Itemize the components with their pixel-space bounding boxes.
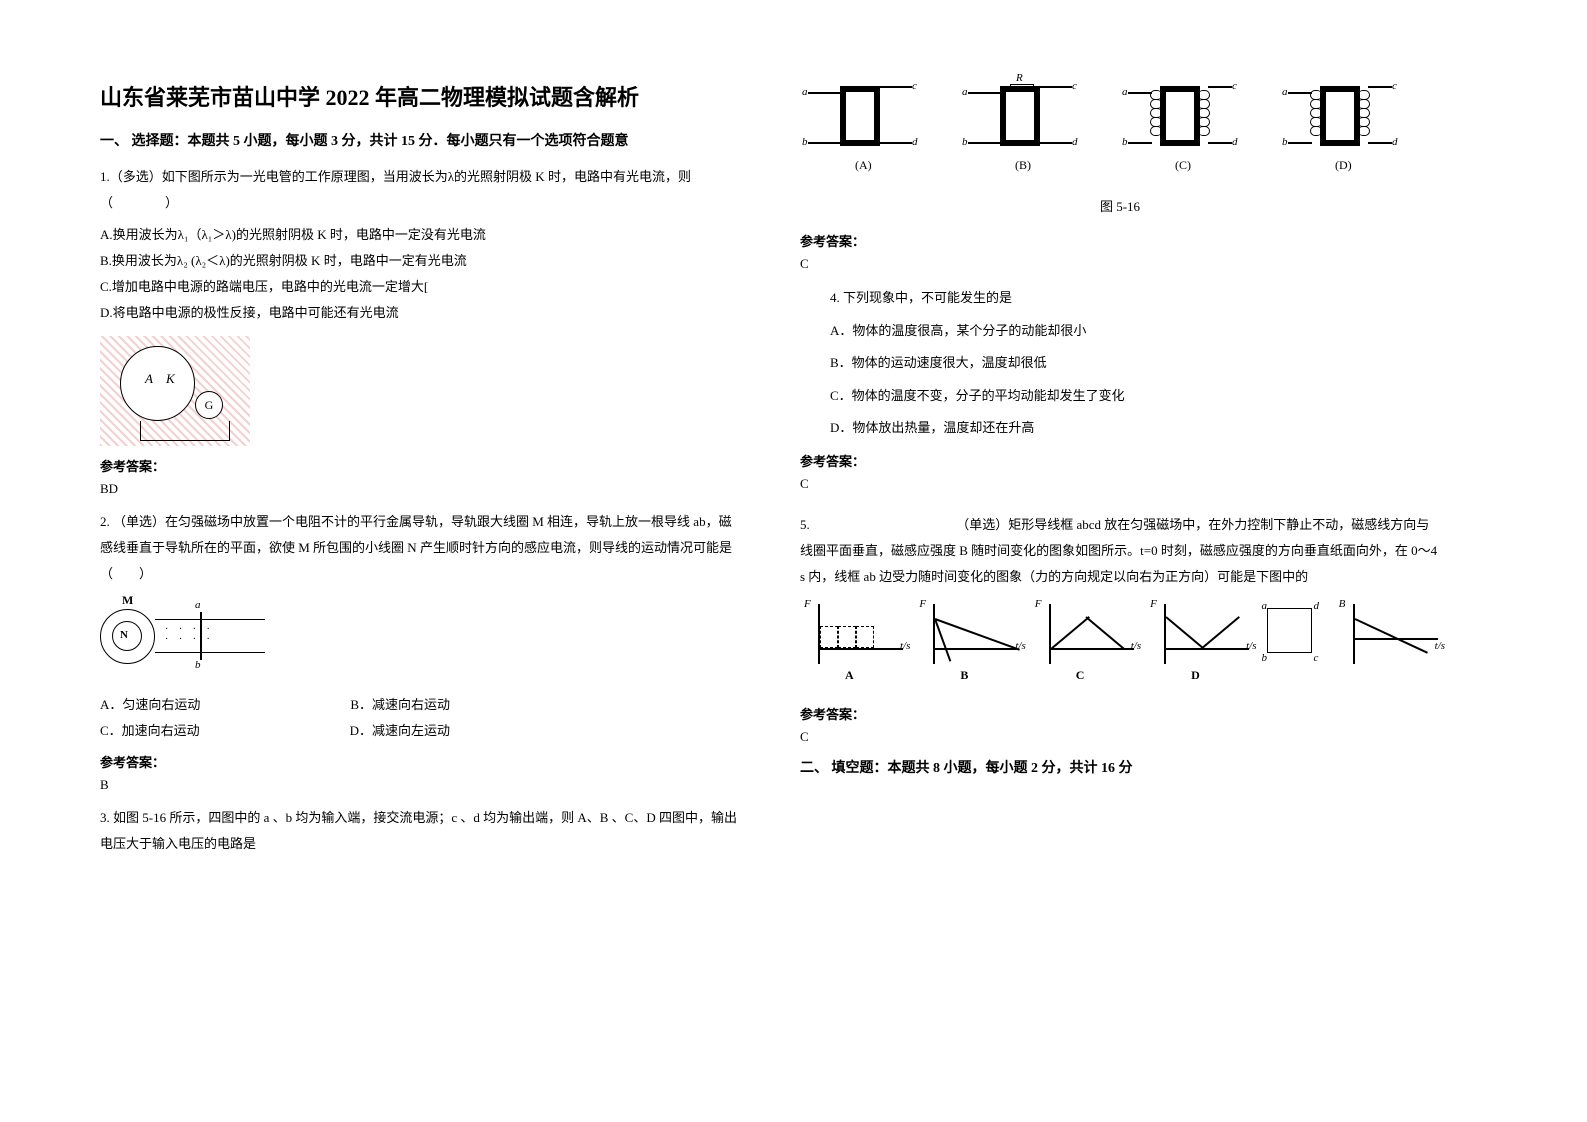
- chart-lbl-b: B: [960, 668, 968, 683]
- q3-node-d: d: [912, 136, 918, 148]
- q2-fig-b: b: [195, 659, 201, 671]
- q2-opt-c: C．加速向右运动: [100, 718, 200, 744]
- q5-num: 5.: [800, 517, 810, 532]
- chart-f-a: F: [804, 598, 811, 610]
- q3-lbl-b: (B): [1015, 158, 1031, 173]
- q3-caption: 图 5-16: [800, 196, 1440, 215]
- q4-opt-d: D．物体放出热量，温度却还在升高: [830, 414, 1440, 443]
- right-column: a b c d (A) a b c d R: [800, 80, 1440, 863]
- q2-fig-a: a: [195, 599, 201, 611]
- q3-ans-label: 参考答案：: [800, 231, 1440, 250]
- q3-node-c: c: [912, 80, 917, 92]
- q2-ans: B: [100, 777, 740, 793]
- q3-node-r: R: [1016, 72, 1023, 84]
- q3-node-a: a: [802, 86, 808, 98]
- q2-opt-d: D．减速向左运动: [350, 718, 450, 744]
- q1-fig-g: G: [195, 391, 223, 419]
- q5-loop-a: a: [1261, 600, 1267, 612]
- q3-lbl-d: (D): [1335, 158, 1352, 173]
- chart-t-a: t/s: [900, 640, 910, 652]
- q5-charts: F t/s A F t/s B F t/s: [800, 598, 1440, 688]
- q5-loop-b: b: [1261, 652, 1267, 664]
- section-1-header: 一、 选择题：本题共 5 小题，每小题 3 分，共计 15 分．每小题只有一个选…: [100, 130, 740, 150]
- q3-ans: C: [800, 256, 1440, 272]
- q4-stem: 4. 下列现象中，不可能发生的是: [830, 284, 1440, 313]
- q2-fig-n: N: [120, 629, 128, 641]
- q5-loop-d: d: [1313, 600, 1319, 612]
- q1-opt-c: C.增加电路中电源的路端电压，电路中的光电流一定增大[: [100, 274, 740, 300]
- q4-ans-label: 参考答案：: [800, 451, 1440, 470]
- left-column: 山东省莱芜市苗山中学 2022 年高二物理模拟试题含解析 一、 选择题：本题共 …: [100, 80, 740, 863]
- q4-opt-a: A．物体的温度很高，某个分子的动能却很小: [830, 317, 1440, 346]
- q1-opt-d: D.将电路中电源的极性反接，电路中可能还有光电流: [100, 300, 740, 326]
- q5-body: （单选）矩形导线框 abcd 放在匀强磁场中，在外力控制下静止不动，磁感线方向与…: [800, 517, 1437, 584]
- q3-lbl-c: (C): [1175, 158, 1191, 173]
- q3-node-b: b: [802, 136, 808, 148]
- q4-ans: C: [800, 476, 1440, 492]
- q4-opt-c: C．物体的温度不变，分子的平均动能却发生了变化: [830, 382, 1440, 411]
- q2-stem: 2. （单选）在匀强磁场中放置一个电阻不计的平行金属导轨，导轨跟大线圈 M 相连…: [100, 509, 740, 587]
- q1-fig-k: K: [166, 371, 175, 386]
- q1-stem: 1.（多选）如下图所示为一光电管的工作原理图，当用波长为λ的光照射阴极 K 时，…: [100, 164, 740, 216]
- q3-figure: a b c d (A) a b c d R: [800, 80, 1420, 190]
- q1-figure: A K G: [100, 336, 740, 446]
- q5-ans-label: 参考答案：: [800, 704, 1440, 723]
- chart-b: B: [1339, 598, 1346, 610]
- doc-title: 山东省莱芜市苗山中学 2022 年高二物理模拟试题含解析: [100, 80, 740, 112]
- q2-opt-a: A．匀速向右运动: [100, 692, 200, 718]
- q2-figure: M N a b · · · ·· · · ·: [100, 597, 740, 682]
- q5-ans: C: [800, 729, 1440, 745]
- chart-lbl-a: A: [845, 668, 854, 683]
- q1-opt-b: B.换用波长为λ₂ (λ₂＜λ)的光照射阴极 K 时，电路中一定有光电流: [100, 248, 740, 274]
- q2-fig-m: M: [122, 593, 133, 608]
- q1-fig-a: A: [145, 371, 153, 386]
- q3-stem: 3. 如图 5-16 所示，四图中的 a 、b 均为输入端，接交流电源；c 、d…: [100, 805, 740, 857]
- q5-loop-c: c: [1313, 652, 1318, 664]
- chart-lbl-c: C: [1076, 668, 1085, 683]
- section-2-header: 二、 填空题：本题共 8 小题，每小题 2 分，共计 16 分: [800, 757, 1440, 777]
- chart-lbl-d: D: [1191, 668, 1200, 683]
- q5-stem: 5. （单选）矩形导线框 abcd 放在匀强磁场中，在外力控制下静止不动，磁感线…: [800, 512, 1440, 590]
- q1-ans: BD: [100, 481, 740, 497]
- q2-ans-label: 参考答案：: [100, 752, 740, 771]
- q4-opt-b: B．物体的运动速度很大，温度却很低: [830, 349, 1440, 378]
- q1-ans-label: 参考答案：: [100, 456, 740, 475]
- page: 山东省莱芜市苗山中学 2022 年高二物理模拟试题含解析 一、 选择题：本题共 …: [0, 0, 1587, 903]
- q2-opt-b: B．减速向右运动: [350, 692, 450, 718]
- q3-lbl-a: (A): [855, 158, 872, 173]
- q1-opt-a: A.换用波长为λ₁（λ₁＞λ)的光照射阴极 K 时，电路中一定没有光电流: [100, 222, 740, 248]
